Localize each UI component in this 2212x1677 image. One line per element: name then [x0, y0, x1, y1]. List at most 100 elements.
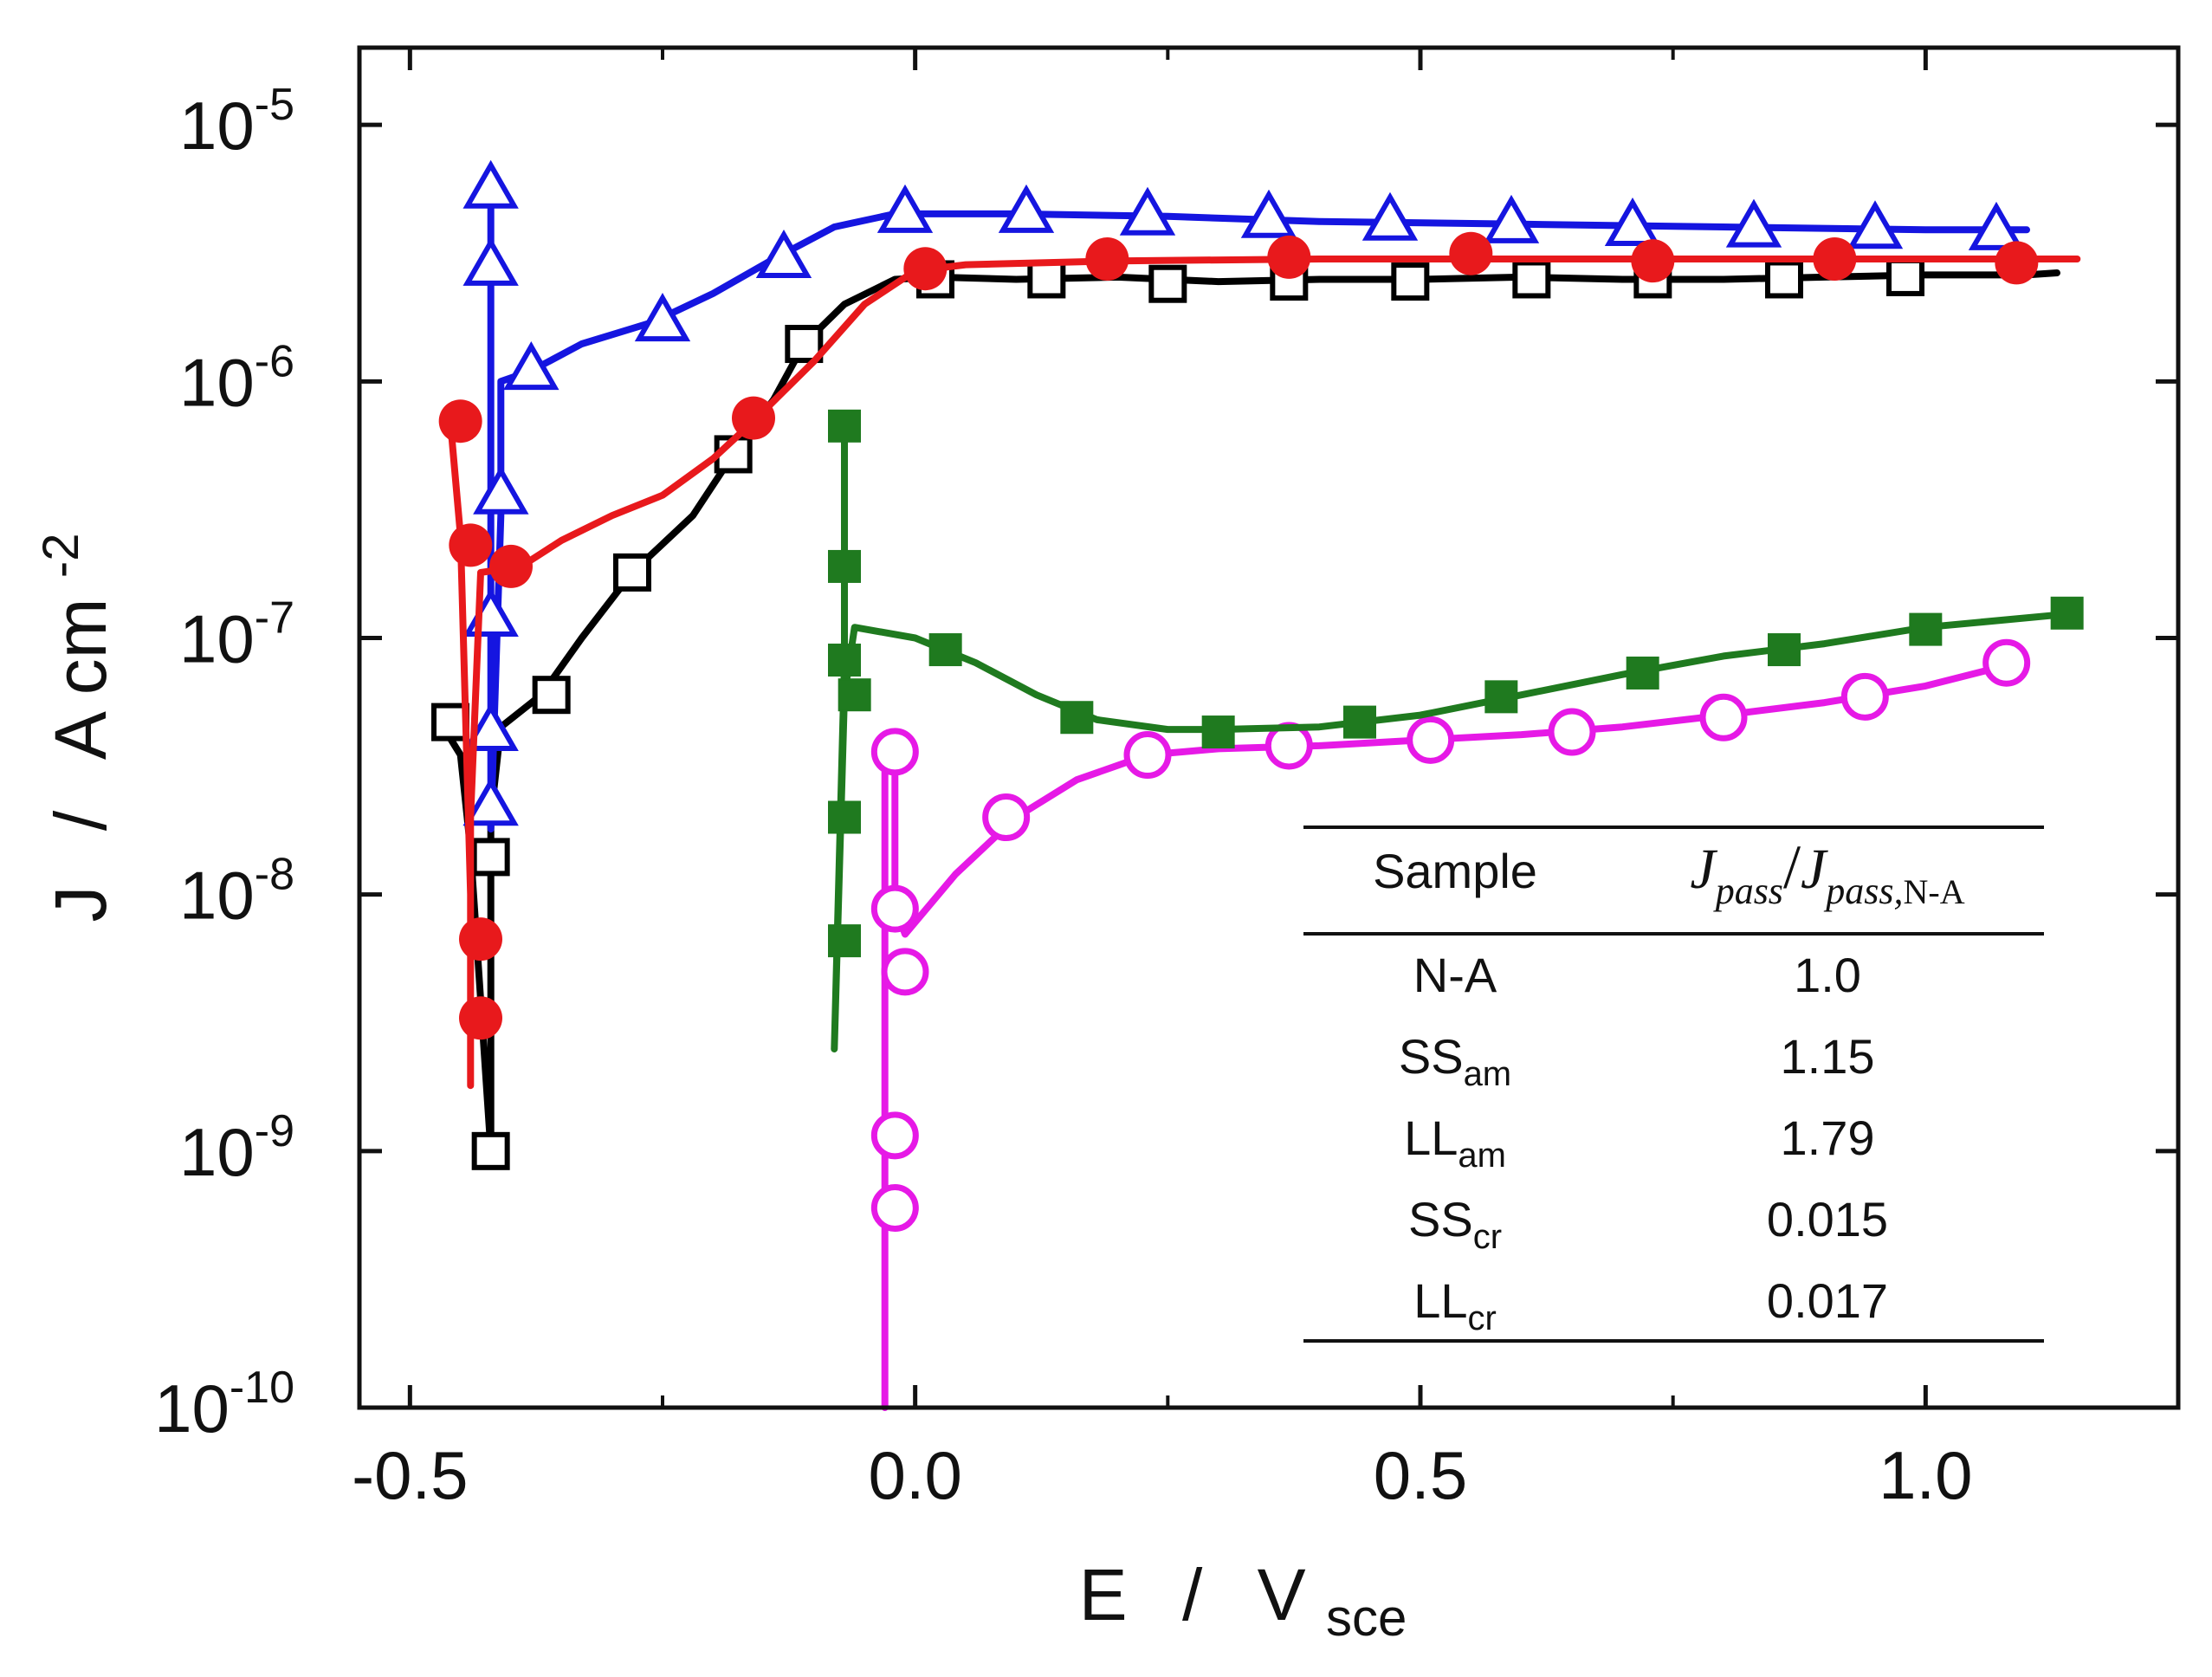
table-row-value: 1.0 [1794, 948, 1861, 1002]
data-point-na [1512, 260, 1551, 299]
data-point-na [1886, 257, 1924, 296]
table-row-sample: SScr [1408, 1192, 1502, 1256]
table-header-sample: Sample [1373, 844, 1537, 898]
y-tick-label: 10-9 [179, 1106, 294, 1190]
data-point-na [1027, 260, 1066, 299]
data-point-ll_cr [1699, 693, 1748, 741]
data-point-ll_am [1483, 194, 1540, 243]
table-row-value: 0.017 [1767, 1273, 1888, 1328]
data-point-ss_cr [1768, 633, 1801, 667]
data-point-ll_cr [1407, 715, 1455, 764]
data-point-ll_cr [881, 948, 929, 996]
series-ss_cr [828, 409, 2084, 1052]
data-point-ss_am [449, 523, 493, 567]
series-layer [431, 159, 2084, 1411]
data-point-ll_am [462, 588, 519, 638]
data-point-ss_cr [928, 633, 962, 667]
data-point-ll_am [1119, 186, 1176, 236]
table-row-value: 1.79 [1781, 1110, 1875, 1165]
data-point-ss_am [459, 996, 502, 1040]
x-axis-title-unit: V [1258, 1554, 1306, 1635]
data-point-ll_am [1361, 191, 1419, 241]
table-background [1303, 827, 2044, 1347]
data-point-ss_cr [1201, 715, 1235, 749]
data-point-na [1148, 264, 1187, 303]
data-point-ll_am [503, 341, 559, 391]
data-point-ss_am [489, 544, 533, 588]
data-point-ss_cr [1484, 680, 1518, 714]
y-tick-label: 10-7 [179, 592, 294, 677]
y-axis-title-unit: A cm [40, 598, 121, 760]
data-point-ss_am [1631, 239, 1675, 283]
data-point-ss_am [1267, 235, 1311, 279]
table-row-sample: N-A [1413, 948, 1497, 1002]
data-point-na [471, 1131, 510, 1170]
data-point-ss_cr [1626, 656, 1659, 690]
data-point-na [431, 703, 469, 741]
data-point-ss_cr [1060, 701, 1094, 735]
data-point-ss_cr [838, 678, 871, 712]
data-point-ss_cr [828, 800, 861, 834]
data-point-ss_cr [828, 644, 861, 677]
table-header-ratio: Jpass/Jpass,N-A [1690, 832, 1964, 912]
x-axis-title-unit-sub: sce [1326, 1589, 1407, 1647]
x-axis-title: E / V sce [1079, 1554, 1407, 1647]
x-axis-title-main: E [1079, 1554, 1128, 1635]
data-point-ll_am [462, 236, 519, 286]
data-point-ll_cr [982, 793, 1031, 842]
data-point-ss_cr [828, 549, 861, 583]
data-point-na [471, 838, 510, 877]
data-point-ll_am [462, 703, 519, 752]
data-point-ss_cr [1909, 612, 1943, 646]
x-axis-title-sep: / [1182, 1554, 1203, 1635]
data-point-ss_cr [828, 924, 861, 958]
ratio-table: Sample Jpass/Jpass,N-A N-A 1.0 SSam 1.15 LLam 1… [1303, 826, 2044, 1347]
data-point-ss_cr [828, 409, 861, 443]
data-point-ss_am [1449, 231, 1493, 275]
plot-frame [357, 45, 2181, 1410]
data-point-ss_am [1995, 241, 2039, 285]
table-row-sample: LLam [1404, 1110, 1506, 1175]
data-point-ll_cr [870, 884, 919, 933]
y-tick-label: 10-6 [179, 336, 294, 420]
data-point-ll_am [1847, 200, 1904, 249]
y-axis-title: J / A cm -2 [33, 533, 121, 922]
data-point-ll_cr [1548, 708, 1596, 756]
table-row-value: 1.15 [1781, 1029, 1875, 1084]
y-axis-title-sep: / [40, 810, 121, 831]
data-point-ss_am [1085, 237, 1129, 282]
y-tick-label: 10-5 [179, 80, 294, 164]
data-point-ss_am [1813, 237, 1857, 282]
y-tick-label: 10-8 [179, 850, 294, 934]
data-point-ll_am [1725, 198, 1782, 248]
data-point-ss_am [903, 247, 948, 291]
data-point-ll_am [473, 465, 529, 515]
data-point-ll_am [462, 777, 519, 826]
data-point-ll_am [1968, 201, 2025, 250]
data-point-ll_am [462, 159, 519, 209]
series-na [431, 257, 2060, 1170]
series-line-ll_am [487, 169, 2030, 833]
data-point-ll_cr [870, 728, 919, 776]
data-point-ll_cr [1982, 638, 2031, 687]
data-point-ss_cr [1343, 705, 1376, 739]
data-point-ll_am [1604, 197, 1661, 247]
x-tick-label: 0.0 [868, 1437, 961, 1513]
data-point-ll_am [876, 184, 934, 233]
data-point-na [532, 676, 571, 715]
data-point-na [1765, 260, 1803, 299]
y-tick-label: 10-10 [154, 1363, 294, 1447]
x-tick-label: 0.5 [1374, 1437, 1467, 1513]
data-point-ll_cr [1123, 731, 1172, 780]
data-point-na [1391, 262, 1430, 301]
table-row-sample: SSam [1399, 1029, 1511, 1093]
table-row-sample: LLcr [1413, 1273, 1497, 1337]
y-axis-title-unit-sup: -2 [33, 533, 89, 578]
data-point-ss_am [732, 396, 775, 440]
data-point-na [785, 325, 824, 364]
data-point-ss_am [459, 917, 502, 962]
data-point-ll_am [634, 293, 691, 342]
series-ss_am [438, 231, 2081, 1090]
table-row-value: 0.015 [1767, 1192, 1888, 1246]
